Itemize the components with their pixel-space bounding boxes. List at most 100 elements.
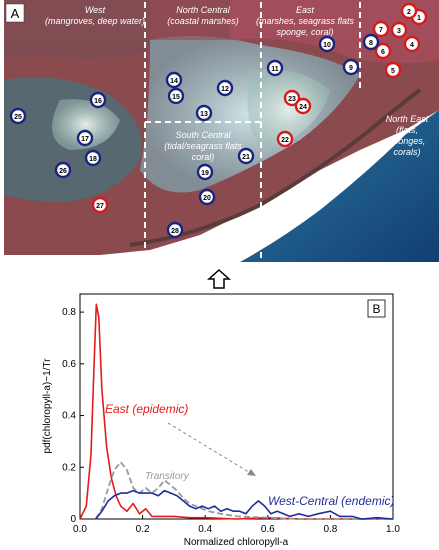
station-label: 26 <box>59 168 67 175</box>
series-lines <box>79 303 394 520</box>
station-marker-24: 24 <box>294 97 312 115</box>
station-marker-18: 18 <box>84 149 102 167</box>
station-label: 18 <box>89 156 97 163</box>
station-label: 28 <box>171 228 179 235</box>
station-label: 13 <box>200 111 208 118</box>
station-marker-25: 25 <box>9 107 27 125</box>
station-markers: 1234567222324278910111213141516171819202… <box>9 2 428 239</box>
series-line-east-epidemic <box>79 303 393 520</box>
station-marker-2: 2 <box>400 2 418 20</box>
station-label: 8 <box>369 40 373 47</box>
station-marker-9: 9 <box>342 58 360 76</box>
y-axis-label: pdf(chloropyll-a)~1/Tr <box>42 358 53 454</box>
station-label: 23 <box>288 96 296 103</box>
y-tick-label: 0.4 <box>62 411 76 422</box>
region-north-east-name: North East <box>386 114 429 124</box>
x-axis-label: Normalized chloropyll-a <box>184 537 289 548</box>
region-east-name: East <box>296 5 315 15</box>
station-label: 10 <box>323 42 331 49</box>
station-label: 14 <box>170 78 178 85</box>
station-marker-8: 8 <box>362 33 380 51</box>
x-tick-label: 0.6 <box>261 524 275 535</box>
annotation-transitory: Transitory <box>145 471 190 482</box>
station-label: 2 <box>407 9 411 16</box>
satellite-map-panel: A West (mangroves, deep water) North Cen… <box>0 0 439 268</box>
region-east-sub1: (marshes, seagrass flats <box>256 16 355 26</box>
station-marker-6: 6 <box>374 42 392 60</box>
region-south-central-name: South Central <box>175 130 231 140</box>
x-tick-label: 0.8 <box>323 524 337 535</box>
region-north-east-sub3: corals) <box>393 147 420 157</box>
station-label: 20 <box>203 195 211 202</box>
station-label: 16 <box>94 98 102 105</box>
station-marker-14: 14 <box>165 71 183 89</box>
station-label: 3 <box>397 28 401 35</box>
region-west-sub: (mangroves, deep water) <box>45 16 145 26</box>
station-label: 17 <box>81 136 89 143</box>
station-marker-27: 27 <box>91 196 109 214</box>
station-label: 7 <box>379 27 383 34</box>
series-line-transitory <box>94 461 393 520</box>
x-tick-label: 0.4 <box>198 524 212 535</box>
station-label: 9 <box>349 65 353 72</box>
y-axis-ticks: 0 0.2 0.4 0.6 0.8 <box>62 307 84 525</box>
station-marker-13: 13 <box>195 104 213 122</box>
panel-a-label-box <box>5 3 25 23</box>
panel-a-label: A <box>11 6 20 21</box>
region-west-name: West <box>85 5 106 15</box>
station-label: 1 <box>417 15 421 22</box>
region-north-east-sub2: sponges, <box>389 136 426 146</box>
region-south-central-sub2: coral) <box>192 152 215 162</box>
station-label: 24 <box>299 104 307 111</box>
station-marker-28: 28 <box>166 221 184 239</box>
station-marker-10: 10 <box>318 35 336 53</box>
station-marker-19: 19 <box>196 163 214 181</box>
y-tick-label: 0 <box>70 514 76 525</box>
station-marker-17: 17 <box>76 129 94 147</box>
island-chain <box>129 88 422 247</box>
panel-b-label: B <box>372 302 380 316</box>
shoal-area-east <box>247 69 330 150</box>
station-marker-20: 20 <box>198 188 216 206</box>
station-marker-7: 7 <box>372 20 390 38</box>
trend-arrowhead-icon <box>247 469 256 476</box>
station-label: 15 <box>172 94 180 101</box>
series-line-west-central-endemic <box>95 489 394 520</box>
y-tick-label: 0.6 <box>62 359 76 370</box>
station-marker-16: 16 <box>89 91 107 109</box>
chlorophyll-pdf-chart: 0 0.2 0.4 0.6 0.8 0.0 0.2 0.4 0.6 0.8 1.0 B East … <box>42 293 400 548</box>
region-north-east-sub1: (flats, <box>396 125 418 135</box>
station-marker-11: 11 <box>266 59 284 77</box>
x-tick-label: 0.2 <box>136 524 150 535</box>
annotation-east: East (epidemic) <box>105 402 188 416</box>
station-label: 25 <box>14 114 22 121</box>
plot-area <box>79 293 394 520</box>
y-tick-label: 0.8 <box>62 307 76 318</box>
y-tick-label: 0.2 <box>62 462 76 473</box>
station-marker-4: 4 <box>403 35 421 53</box>
panel-b-label-box <box>367 299 386 318</box>
station-marker-23: 23 <box>283 89 301 107</box>
station-label: 4 <box>410 42 414 49</box>
station-label: 22 <box>281 137 289 144</box>
region-north-central-sub: (coastal marshes) <box>167 16 239 26</box>
x-tick-label: 1.0 <box>386 524 400 535</box>
station-label: 6 <box>381 49 385 56</box>
station-label: 19 <box>201 170 209 177</box>
station-label: 21 <box>242 154 250 161</box>
annotation-west-central: West-Central (endemic) <box>268 494 394 508</box>
station-label: 27 <box>96 203 104 210</box>
station-marker-12: 12 <box>216 79 234 97</box>
station-label: 11 <box>271 66 279 73</box>
x-tick-label: 0.0 <box>73 524 87 535</box>
station-marker-21: 21 <box>237 147 255 165</box>
station-marker-22: 22 <box>276 130 294 148</box>
shoal-area-west <box>52 99 120 150</box>
station-marker-26: 26 <box>54 161 72 179</box>
region-north-central-name: North Central <box>176 5 231 15</box>
station-marker-3: 3 <box>390 21 408 39</box>
trend-arrow-line <box>167 422 253 475</box>
up-arrow-icon <box>207 268 231 289</box>
station-label: 5 <box>391 68 395 75</box>
region-east-sub2: sponge, coral) <box>276 27 333 37</box>
